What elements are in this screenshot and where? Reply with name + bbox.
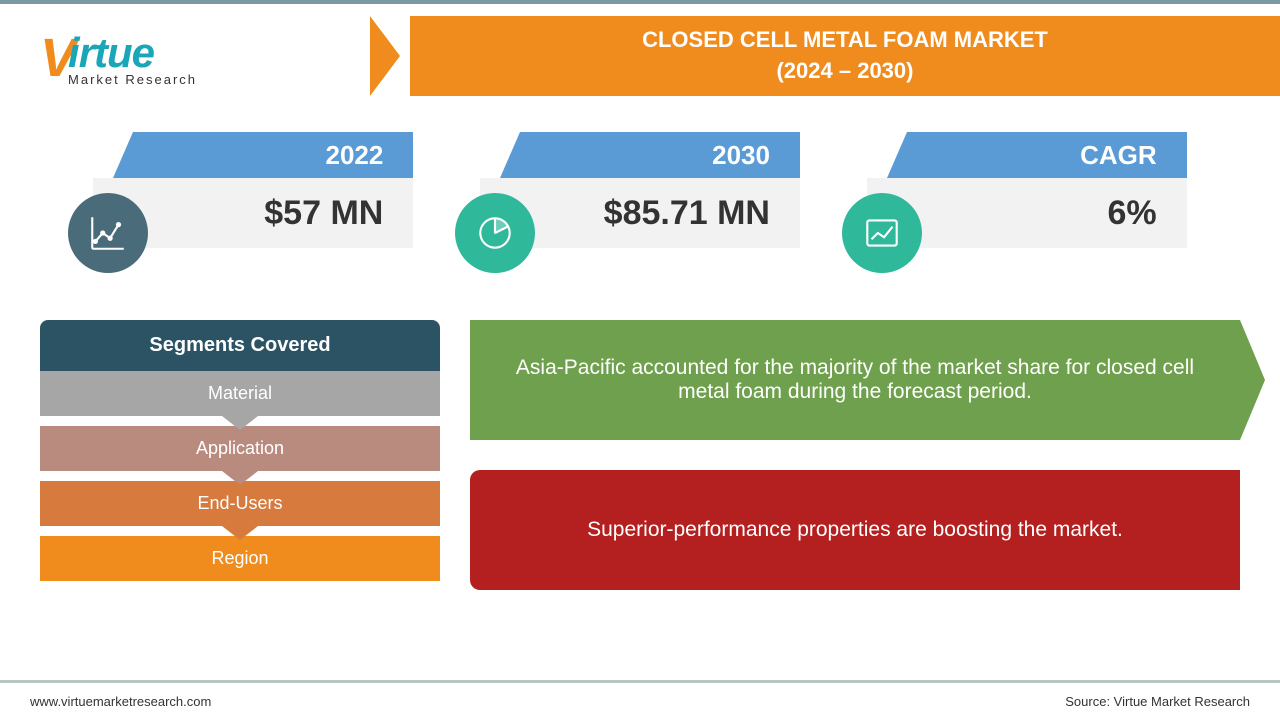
stat-card-2030: 2030 $85.71 MN (480, 140, 800, 248)
insights-column: Asia-Pacific accounted for the majority … (470, 320, 1240, 590)
logo-name: irtue (68, 29, 197, 77)
stat-year: 2022 (133, 132, 413, 178)
header-banner: CLOSED CELL METAL FOAM MARKET (2024 – 20… (410, 16, 1280, 96)
stat-year: 2030 (520, 132, 800, 178)
insight-asia-pacific: Asia-Pacific accounted for the majority … (470, 320, 1240, 440)
growth-chart-icon (842, 193, 922, 273)
logo-subtitle: Market Research (68, 72, 197, 87)
stat-card-cagr: CAGR 6% (867, 140, 1187, 248)
page-title: CLOSED CELL METAL FOAM MARKET (2024 – 20… (642, 25, 1048, 87)
segments-column: Segments Covered Material Application En… (40, 320, 440, 590)
pie-chart-icon (455, 193, 535, 273)
title-line1: CLOSED CELL METAL FOAM MARKET (642, 27, 1048, 52)
logo-text: irtue Market Research (68, 29, 197, 87)
footer: www.virtuemarketresearch.com Source: Vir… (0, 680, 1280, 720)
insight-performance: Superior-performance properties are boos… (470, 470, 1240, 590)
footer-source: Source: Virtue Market Research (1065, 694, 1250, 709)
segments-header: Segments Covered (40, 320, 440, 371)
segment-endusers: End-Users (40, 481, 440, 526)
top-border (0, 0, 1280, 4)
line-chart-icon (68, 193, 148, 273)
header-chevron-icon (370, 16, 400, 96)
stat-card-2022: 2022 $57 MN (93, 140, 413, 248)
footer-url: www.virtuemarketresearch.com (30, 694, 211, 709)
segment-material: Material (40, 371, 440, 416)
segment-application: Application (40, 426, 440, 471)
title-line2: (2024 – 2030) (776, 58, 913, 83)
segment-region: Region (40, 536, 440, 581)
bottom-section: Segments Covered Material Application En… (40, 320, 1240, 590)
stat-year: CAGR (907, 132, 1187, 178)
logo: V irtue Market Research (40, 10, 350, 105)
stats-row: 2022 $57 MN 2030 $85.71 MN CAGR 6% (0, 140, 1280, 248)
